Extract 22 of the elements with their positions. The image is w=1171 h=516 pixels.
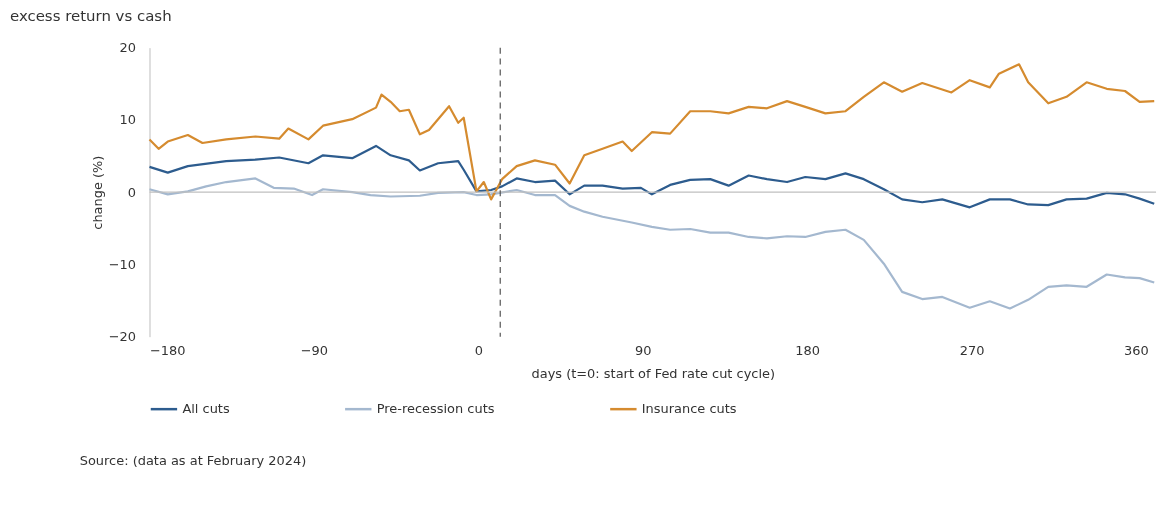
x-tick-label: 90 <box>634 343 652 359</box>
y-tick-label: −10 <box>108 256 137 272</box>
legend-label: Insurance cuts <box>641 401 737 417</box>
x-tick-label: −90 <box>300 343 329 359</box>
x-tick-label: 270 <box>959 343 985 359</box>
y-tick-label: −20 <box>108 329 137 345</box>
line-series <box>148 177 1156 310</box>
legend-label: All cuts <box>182 401 230 417</box>
y-axis-title: change (%) <box>89 155 105 230</box>
y-tick-label: 0 <box>127 184 137 200</box>
x-tick-label: 0 <box>474 343 483 359</box>
line-series <box>148 144 1156 209</box>
x-tick-label: 180 <box>795 343 820 359</box>
x-axis-title: days (t=0: start of Fed rate cut cycle) <box>531 366 776 382</box>
y-tick-label: 10 <box>119 112 137 128</box>
source-note: Source: (data as at February 2024) <box>79 453 307 469</box>
legend-label: Pre-recession cuts <box>376 401 495 417</box>
y-tick-label: 20 <box>119 40 137 56</box>
x-tick-label: −180 <box>149 343 186 359</box>
x-tick-label: 360 <box>1124 343 1149 359</box>
line-series <box>148 63 1156 201</box>
chart-title: excess return vs cash <box>9 6 172 25</box>
